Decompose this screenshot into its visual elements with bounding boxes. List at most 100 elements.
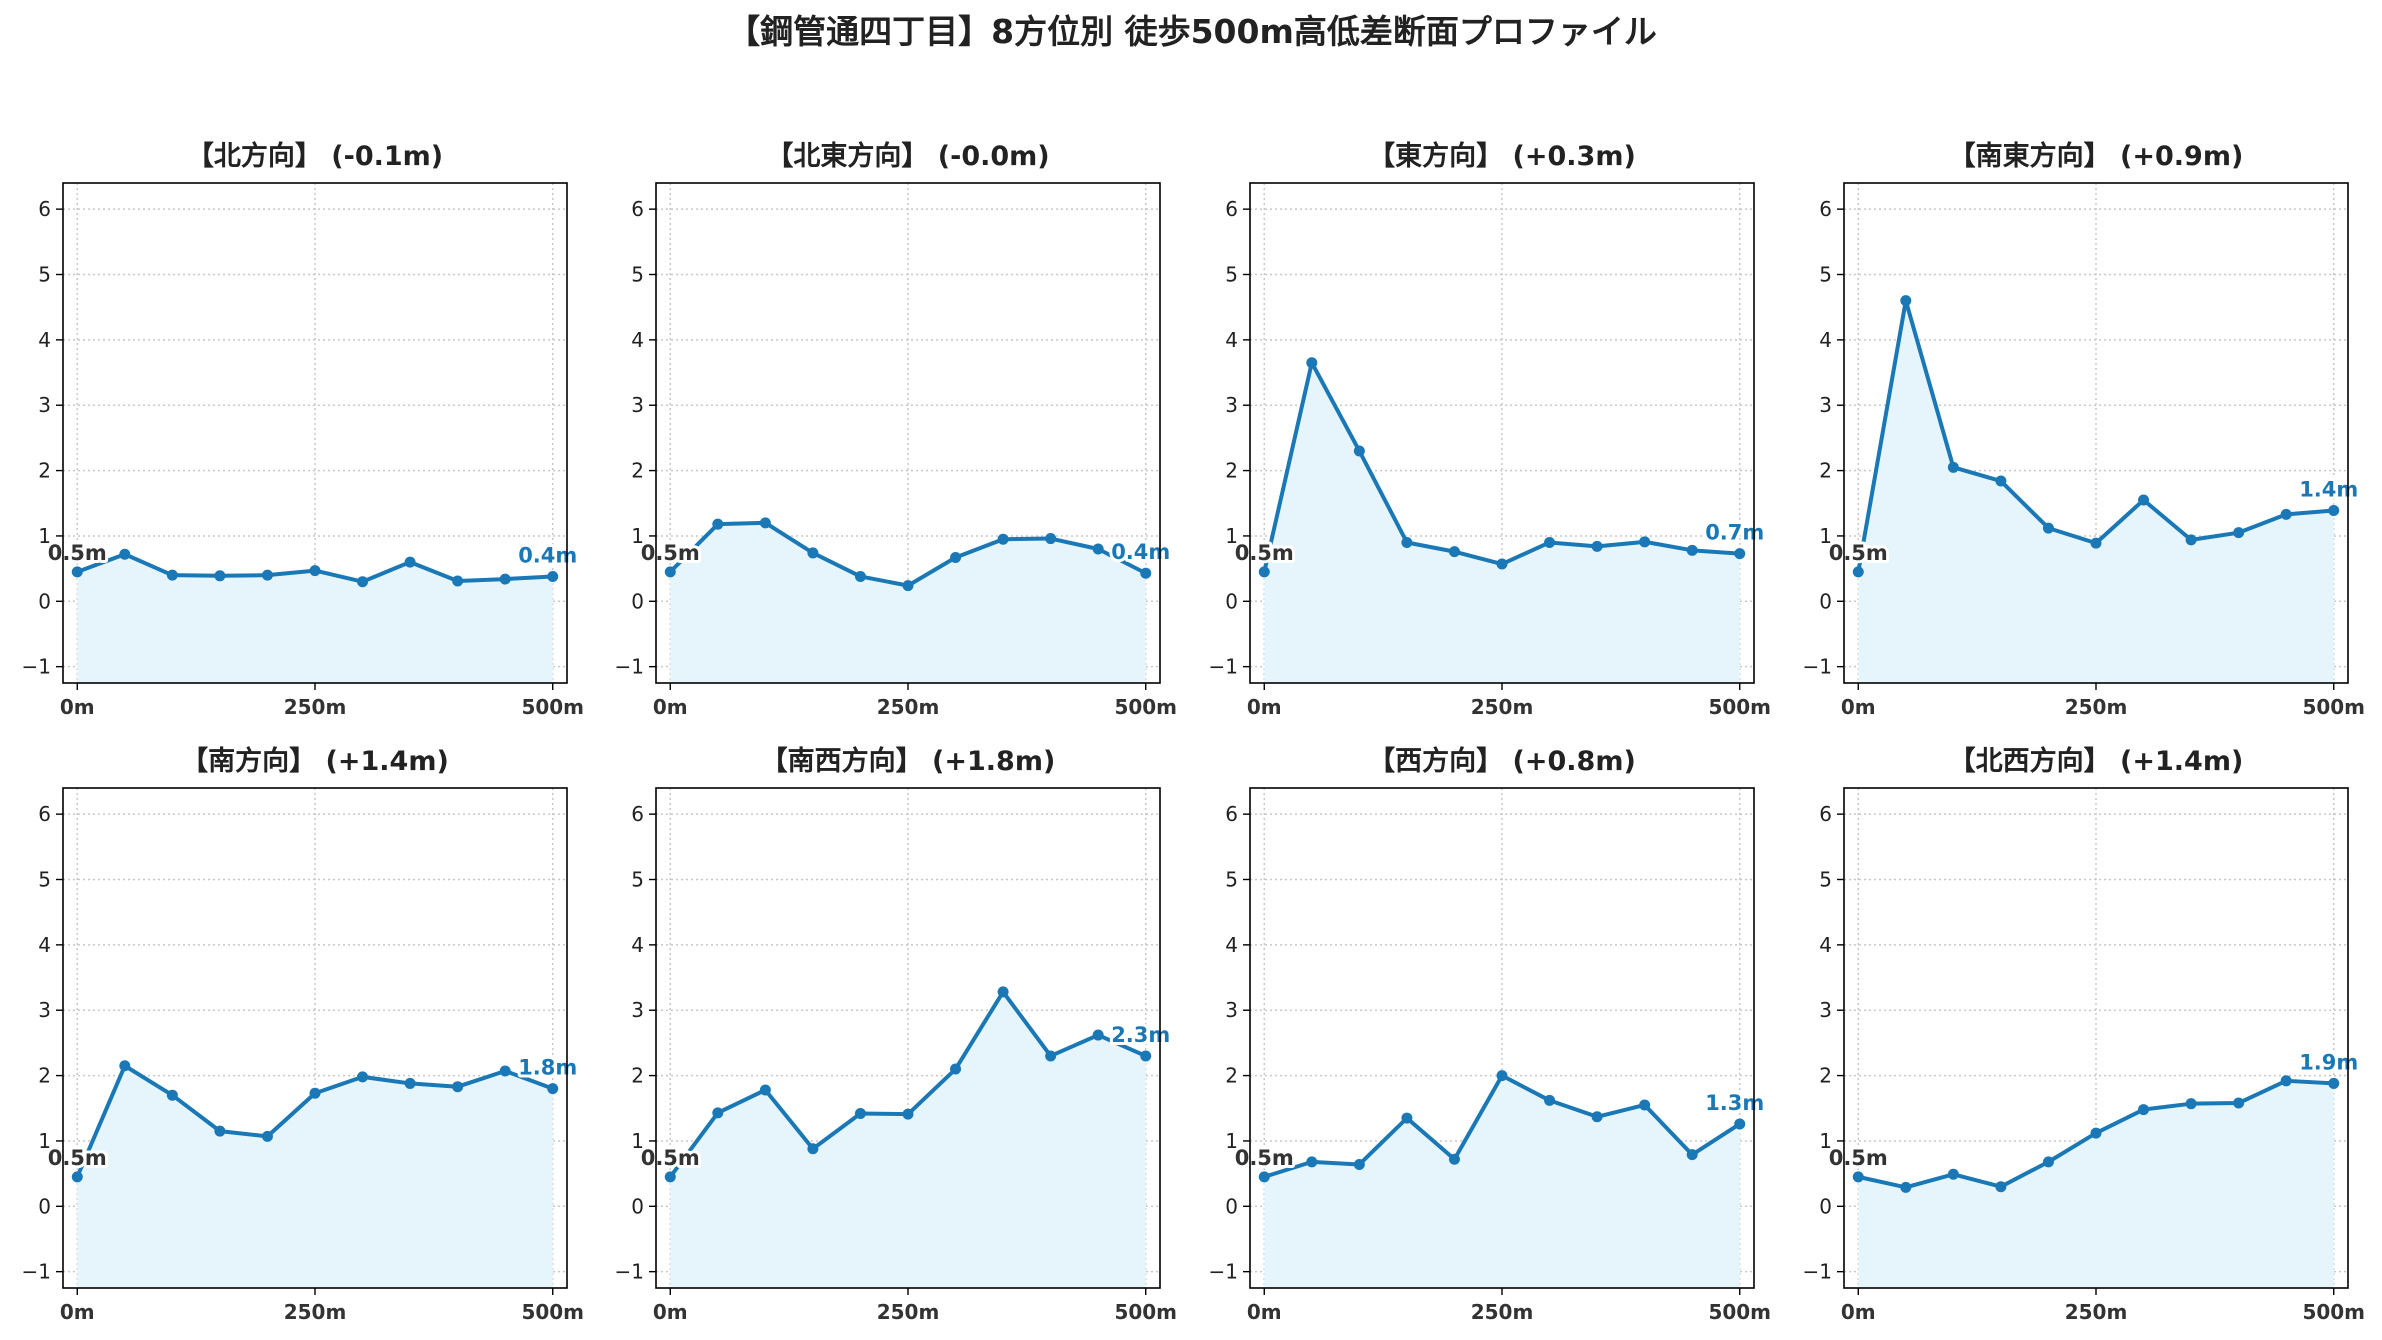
elevation-point (1353, 445, 1365, 457)
y-tick-label: 6 (1225, 802, 1238, 826)
subplot-2: 【北東方向】 (-0.0m) −1 0 1 2 3 4 5 6 0m 250m 500m 0.5m 0.4… (615, 140, 1178, 719)
elevation-point (1353, 1158, 1365, 1170)
y-tick-label: 1 (631, 524, 644, 548)
start-elevation-label: 0.5m (641, 541, 700, 565)
elevation-point (1258, 1171, 1270, 1183)
axes-frame (62, 787, 568, 1289)
x-tick-label: 500m (1114, 695, 1177, 719)
elevation-point (664, 566, 676, 578)
y-tick-label: 3 (1225, 393, 1238, 417)
y-tick-label: 0 (1225, 589, 1238, 613)
y-tick-label: 4 (38, 933, 51, 957)
elevation-point (119, 548, 131, 560)
y-tick-label: 3 (1225, 998, 1238, 1022)
y-tick-label: −1 (1803, 655, 1832, 679)
elevation-point (1140, 567, 1152, 579)
y-tick-label: 0 (1819, 1194, 1832, 1218)
x-tick-label: 500m (521, 1300, 584, 1324)
subplot-title: 【北東方向】 (-0.0m) (766, 140, 1049, 172)
elevation-point (1995, 1181, 2007, 1193)
elevation-point (166, 1089, 178, 1101)
y-tick-label: 4 (631, 933, 644, 957)
elevation-point (1306, 1156, 1318, 1168)
x-tick-label: 250m (1471, 1300, 1534, 1324)
y-tick-label: 3 (1819, 393, 1832, 417)
y-tick-label: −1 (615, 655, 644, 679)
elevation-point (71, 566, 83, 578)
elevation-point (1947, 1168, 1959, 1180)
subplot-4: 【南東方向】 (+0.9m) −1 0 1 2 3 4 5 6 0m 250m 500m 0.5m 1.4… (1803, 140, 2366, 719)
y-tick-label: −1 (22, 655, 51, 679)
y-tick-label: 5 (1819, 263, 1832, 287)
elevation-point (1448, 546, 1460, 558)
elevation-point (1734, 1118, 1746, 1130)
elevation-point (2233, 1097, 2245, 1109)
x-tick-label: 250m (2065, 695, 2128, 719)
elevation-point (1092, 543, 1104, 555)
x-tick-label: 500m (1114, 1300, 1177, 1324)
elevation-point (759, 517, 771, 529)
x-tick-label: 250m (2065, 1300, 2128, 1324)
subplot-5: 【南方向】 (+1.4m) −1 0 1 2 3 4 5 6 0m 250m 500m 0.5m 1.8m (22, 745, 585, 1324)
x-tick-label: 500m (521, 695, 584, 719)
elevation-point (499, 1065, 511, 1077)
figure-title: 【鋼管通四丁目】8方位別 徒歩500m高低差断面プロファイル (727, 12, 1657, 51)
elevation-area (670, 522, 1146, 683)
elevation-point (1140, 1050, 1152, 1062)
elevation-point (1900, 295, 1912, 307)
axes-frame (62, 182, 568, 684)
subplot-8: 【北西方向】 (+1.4m) −1 0 1 2 3 4 5 6 0m 250m 500m 0.5m 1.9… (1803, 745, 2366, 1324)
elevation-point (1686, 1149, 1698, 1161)
y-tick-label: 3 (631, 998, 644, 1022)
elevation-point (357, 576, 369, 588)
end-elevation-label: 1.9m (2299, 1050, 2358, 1074)
elevation-point (1092, 1029, 1104, 1041)
start-elevation-label: 0.5m (1829, 1146, 1888, 1170)
y-tick-label: 4 (1225, 328, 1238, 352)
y-tick-label: 4 (1819, 933, 1832, 957)
y-tick-label: 4 (38, 328, 51, 352)
elevation-area (77, 554, 553, 683)
elevation-point (712, 1107, 724, 1119)
x-tick-label: 250m (284, 1300, 347, 1324)
elevation-point (2280, 508, 2292, 520)
elevation-point (1045, 1050, 1057, 1062)
elevation-point (2233, 527, 2245, 539)
subplot-title: 【南方向】 (+1.4m) (181, 745, 449, 777)
y-tick-label: 1 (631, 1129, 644, 1153)
x-tick-label: 0m (1247, 1300, 1282, 1324)
elevation-point (214, 570, 226, 582)
y-tick-label: 2 (631, 1064, 644, 1088)
y-tick-label: 1 (1225, 524, 1238, 548)
axes-frame (1249, 182, 1755, 684)
elevation-area (1858, 300, 2334, 683)
y-tick-label: 6 (1819, 197, 1832, 221)
x-tick-label: 500m (1708, 695, 1771, 719)
elevation-point (2185, 534, 2197, 546)
elevation-point (2090, 537, 2102, 549)
elevation-point (1448, 1153, 1460, 1165)
subplot-title: 【南西方向】 (+1.8m) (761, 745, 1056, 777)
axes-frame (1843, 787, 2349, 1289)
elevation-point (214, 1125, 226, 1137)
elevation-point (404, 556, 416, 568)
x-tick-label: 0m (653, 1300, 688, 1324)
elevation-point (547, 1083, 559, 1095)
y-tick-label: 1 (1819, 524, 1832, 548)
y-tick-label: −1 (22, 1260, 51, 1284)
elevation-point (1995, 475, 2007, 487)
axes-frame (1843, 182, 2349, 684)
elevation-point (1947, 461, 1959, 473)
y-tick-label: 2 (1819, 1064, 1832, 1088)
elevation-point (2042, 1156, 2054, 1168)
elevation-point (1045, 533, 1057, 545)
elevation-area (670, 991, 1146, 1288)
y-tick-label: −1 (1803, 1260, 1832, 1284)
end-elevation-label: 1.3m (1705, 1091, 1764, 1115)
elevation-point (950, 1063, 962, 1075)
elevation-point (854, 1107, 866, 1119)
y-tick-label: 3 (38, 998, 51, 1022)
x-tick-label: 0m (60, 695, 95, 719)
elevation-point (1591, 1111, 1603, 1123)
y-tick-label: 0 (631, 589, 644, 613)
